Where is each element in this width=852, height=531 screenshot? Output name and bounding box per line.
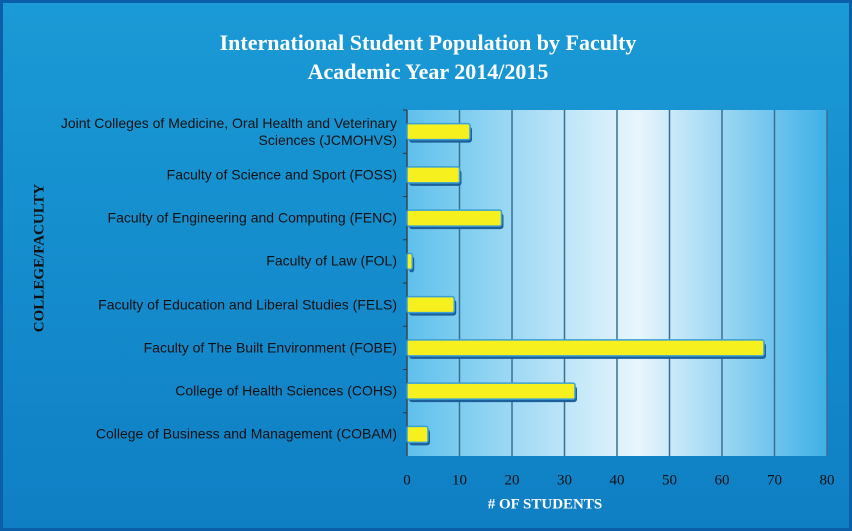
x-tick-label: 30	[557, 472, 572, 488]
bar	[406, 166, 461, 184]
bar	[406, 295, 455, 314]
bar	[406, 425, 429, 444]
chart-title: International Student Population by Facu…	[220, 30, 637, 55]
bar	[406, 122, 471, 141]
x-tick-label: 80	[820, 472, 835, 488]
y-tick-label: Joint Colleges of Medicine, Oral Health …	[60, 114, 397, 148]
bar	[406, 209, 503, 227]
x-tick-label: 60	[715, 472, 730, 488]
y-tick-label: College of Health Sciences (COHS)	[175, 382, 397, 399]
x-tick-label: 70	[767, 472, 782, 488]
x-tick-label: 0	[403, 472, 411, 488]
y-tick-label: Faculty of Education and Liberal Studies…	[98, 296, 397, 313]
y-tick-label: Faculty of Law (FOL)	[266, 252, 397, 269]
y-tick-label: Faculty of Science and Sport (FOSS)	[166, 166, 397, 183]
y-axis-title: COLLEGE/FACULTY	[31, 184, 47, 333]
y-tick-label: College of Business and Management (COBA…	[95, 425, 397, 442]
bar	[406, 382, 576, 400]
x-tick-label: 40	[610, 472, 625, 488]
chart-subtitle: Academic Year 2014/2015	[308, 59, 549, 84]
x-tick-label: 10	[452, 472, 467, 488]
y-tick-label: Faculty of The Built Environment (FOBE)	[143, 339, 397, 356]
bar	[406, 339, 765, 357]
x-tick-label: 20	[505, 472, 520, 488]
x-tick-label: 50	[662, 472, 677, 488]
x-axis-title: # OF STUDENTS	[488, 496, 602, 512]
y-tick-label: Faculty of Engineering and Computing (FE…	[107, 209, 397, 226]
bar	[406, 252, 413, 271]
